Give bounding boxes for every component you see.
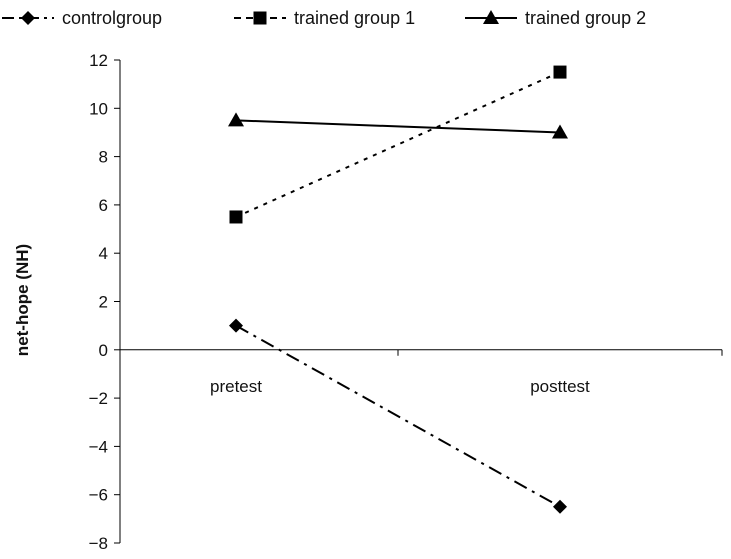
legend-label: trained group 2	[525, 8, 646, 28]
y-tick-label: −2	[89, 389, 108, 408]
series-controlgroup	[229, 318, 567, 514]
data-point-square	[553, 65, 567, 79]
series-trained-group-1	[229, 65, 567, 224]
y-tick-label: −4	[89, 437, 108, 456]
legend-marker-diamond	[21, 11, 35, 25]
y-tick-label: 8	[99, 148, 108, 167]
y-tick-label: 6	[99, 196, 108, 215]
legend-label: controlgroup	[62, 8, 162, 28]
x-ticks: pretest posttest	[119, 349, 723, 396]
series-line	[235, 71, 561, 218]
series-group	[228, 65, 568, 514]
legend: controlgroup trained group 1 trained group…	[2, 8, 646, 28]
series-trained-group-2	[228, 112, 568, 139]
y-axis-label: net-hope (NH)	[13, 244, 32, 356]
y-ticks: 12 10 8 6 4 2 0 −2 −4 −6 −8	[89, 51, 120, 553]
legend-item: trained group 2	[465, 8, 646, 28]
series-line	[235, 324, 561, 508]
y-tick-label: −8	[89, 534, 108, 553]
y-tick-label: 12	[89, 51, 108, 70]
y-tick-label: 0	[99, 341, 108, 360]
data-point-square	[229, 210, 243, 224]
series-line	[235, 119, 561, 134]
legend-item: controlgroup	[2, 8, 162, 28]
y-tick-label: 2	[99, 293, 108, 312]
y-tick-label: 4	[99, 244, 108, 263]
y-tick-label: 10	[89, 99, 108, 118]
x-category-label: posttest	[530, 377, 590, 396]
legend-marker-square	[253, 11, 267, 25]
data-point-triangle	[228, 112, 244, 127]
x-category-label: pretest	[210, 377, 262, 396]
data-point-diamond	[229, 318, 243, 333]
data-point-triangle	[552, 124, 568, 139]
legend-label: trained group 1	[294, 8, 415, 28]
data-point-diamond	[553, 499, 567, 514]
axes	[119, 60, 722, 543]
y-tick-label: −6	[89, 486, 108, 505]
legend-marker-triangle	[483, 10, 499, 24]
legend-item: trained group 1	[234, 8, 415, 28]
